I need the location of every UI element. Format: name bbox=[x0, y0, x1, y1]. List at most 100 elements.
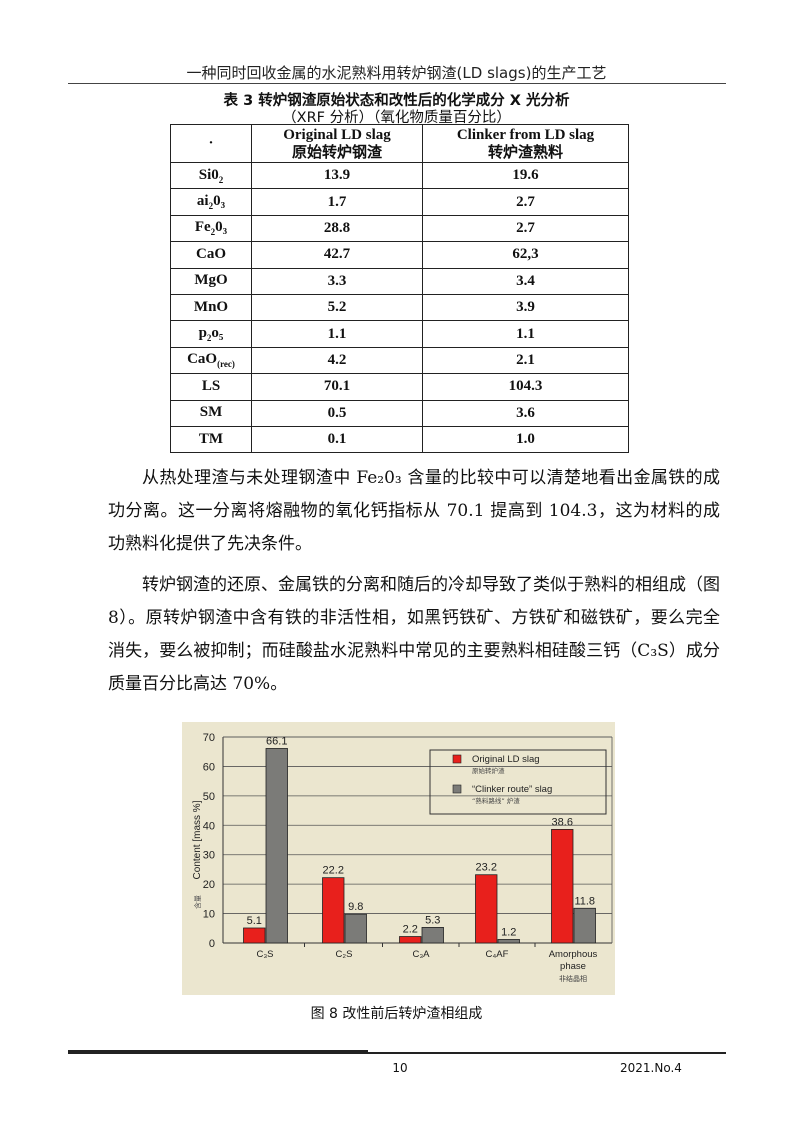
table-row: TM 0.1 1.0 bbox=[170, 425, 629, 454]
y-axis-label-zh: 含量 bbox=[193, 895, 202, 909]
data-label: 38.6 bbox=[552, 816, 573, 828]
data-label: 11.8 bbox=[574, 895, 595, 907]
table-row: ai20₃ 1.7 2.7 bbox=[170, 188, 629, 216]
legend-swatch bbox=[452, 754, 462, 764]
paragraph: 转炉钢渣的还原、金属铁的分离和随后的冷却导致了类似于熟料的相组成（图 8）。原转… bbox=[108, 575, 720, 694]
bar bbox=[265, 748, 288, 944]
table-row: CaO(rec) 4.2 2.1 bbox=[170, 346, 629, 375]
data-label: 2.2 bbox=[403, 924, 418, 936]
original-value: 5.2 bbox=[251, 293, 423, 322]
clinker-value: 104.3 bbox=[422, 373, 629, 401]
y-tick-label: 60 bbox=[203, 761, 215, 773]
bar bbox=[399, 936, 422, 944]
bar bbox=[322, 877, 345, 944]
data-label: 22.2 bbox=[323, 865, 344, 877]
y-tick-label: 10 bbox=[203, 909, 215, 921]
corner-cell: · bbox=[170, 124, 252, 163]
oxide-cell: TM bbox=[170, 425, 252, 454]
oxide-cell: CaO bbox=[170, 241, 252, 269]
data-label: 1.2 bbox=[501, 926, 516, 938]
bar bbox=[421, 927, 444, 944]
original-value: 3.3 bbox=[251, 267, 423, 295]
y-tick-label: 70 bbox=[203, 732, 215, 744]
phase-composition-chart: 0 10 20 30 40 50 60 70 5.1 66.1 C₃S 22.2 9.8 C₂S 2.2 5.… bbox=[182, 722, 615, 995]
table-row: Si02 13.9 19.6 bbox=[170, 161, 629, 190]
oxide-cell: p2o₅ bbox=[170, 320, 252, 348]
y-tick-label: 0 bbox=[209, 938, 215, 950]
data-label: 5.3 bbox=[425, 914, 440, 926]
original-value: 1.1 bbox=[251, 320, 423, 348]
clinker-value: 2.7 bbox=[422, 214, 629, 243]
x-tick-label: Amorphous bbox=[549, 949, 598, 960]
clinker-value: 1.0 bbox=[422, 425, 629, 454]
paragraph: 从热处理渣与未处理钢渣中 Fe₂0₃ 含量的比较中可以清楚地看出金属铁的成功分离… bbox=[108, 468, 720, 554]
table-row: CaO 42.7 62,3 bbox=[170, 241, 629, 269]
table-header-row: · Original LD slag 原始转炉钢渣 Clinker from LD… bbox=[170, 124, 629, 163]
clinker-value: 2.7 bbox=[422, 188, 629, 216]
table-row: LS 70.1 104.3 bbox=[170, 373, 629, 401]
legend-label: Original LD slag bbox=[472, 754, 540, 765]
header-original-en: Original LD slag bbox=[283, 126, 391, 143]
legend-swatch bbox=[452, 784, 462, 794]
legend-label: “Clinker route” slag bbox=[472, 784, 552, 795]
y-tick-label: 50 bbox=[203, 791, 215, 803]
clinker-value: 62,3 bbox=[422, 241, 629, 269]
chart-svg: 0 10 20 30 40 50 60 70 5.1 66.1 C₃S 22.2 9.8 C₂S 2.2 5.… bbox=[192, 732, 613, 983]
header-clinker-en: Clinker from LD slag bbox=[456, 126, 595, 143]
bar bbox=[573, 907, 596, 944]
clinker-value: 3.6 bbox=[422, 399, 629, 427]
bar bbox=[243, 927, 266, 944]
oxide-cell: Fe20₃ bbox=[170, 214, 252, 243]
clinker-value: 3.4 bbox=[422, 267, 629, 295]
oxide-cell: SM bbox=[170, 399, 252, 427]
bar bbox=[551, 829, 574, 944]
header-clinker: Clinker from LD slag 转炉渣熟料 bbox=[422, 124, 629, 163]
clinker-value: 1.1 bbox=[422, 320, 629, 348]
data-label: 9.8 bbox=[348, 901, 363, 913]
original-value: 0.1 bbox=[251, 425, 423, 454]
footer-divider-thick bbox=[68, 1050, 368, 1053]
oxide-cell: LS bbox=[170, 373, 252, 401]
x-tick-label: C₃S bbox=[256, 949, 273, 960]
legend-box bbox=[429, 749, 607, 815]
table-row: SM 0.5 3.6 bbox=[170, 399, 629, 427]
original-value: 13.9 bbox=[251, 161, 423, 190]
table-row: Fe20₃ 28.8 2.7 bbox=[170, 214, 629, 243]
legend-label-zh: “熟料路线” 炉渣 bbox=[472, 796, 520, 805]
header-divider bbox=[68, 83, 726, 84]
oxide-cell: Si02 bbox=[170, 161, 252, 190]
original-value: 0.5 bbox=[251, 399, 423, 427]
bar bbox=[475, 874, 498, 944]
oxide-cell: MnO bbox=[170, 293, 252, 322]
x-tick-label: phase bbox=[560, 961, 586, 972]
y-tick-label: 40 bbox=[203, 820, 215, 832]
original-value: 70.1 bbox=[251, 373, 423, 401]
figure-caption: 图 8 改性前后转炉渣相组成 bbox=[310, 1006, 483, 1022]
header-original-zh: 原始转炉钢渣 bbox=[291, 142, 382, 161]
bar bbox=[344, 913, 367, 944]
clinker-value: 19.6 bbox=[422, 161, 629, 190]
table-row: p2o₅ 1.1 1.1 bbox=[170, 320, 629, 348]
oxide-cell: MgO bbox=[170, 267, 252, 295]
original-value: 4.2 bbox=[251, 346, 423, 375]
oxide-cell: ai20₃ bbox=[170, 188, 252, 216]
x-tick-label: C₃A bbox=[412, 949, 430, 960]
oxide-cell: CaO(rec) bbox=[170, 346, 252, 375]
clinker-value: 2.1 bbox=[422, 346, 629, 375]
original-value: 28.8 bbox=[251, 214, 423, 243]
original-value: 42.7 bbox=[251, 241, 423, 269]
y-axis-label: Content [mass %] bbox=[192, 800, 203, 879]
footer-divider bbox=[68, 1052, 726, 1054]
table-title: 表 3 转炉钢渣原始状态和改性后的化学成分 X 光分析 bbox=[223, 93, 570, 109]
table-row: MnO 5.2 3.9 bbox=[170, 293, 629, 322]
running-header: 一种同时回收金属的水泥熟料用转炉钢渣(LD slags)的生产工艺 bbox=[186, 64, 607, 82]
x-tick-sublabel: 非结晶相 bbox=[559, 974, 587, 983]
issue-number: 2021.No.4 bbox=[620, 1061, 682, 1075]
clinker-value: 3.9 bbox=[422, 293, 629, 322]
data-label: 23.2 bbox=[476, 862, 497, 874]
table-row: MgO 3.3 3.4 bbox=[170, 267, 629, 295]
table-subtitle: （XRF 分析）（氧化物质量百分比） bbox=[282, 110, 511, 126]
header-original: Original LD slag 原始转炉钢渣 bbox=[251, 124, 423, 163]
composition-table: · Original LD slag 原始转炉钢渣 Clinker from LD… bbox=[170, 124, 629, 454]
x-tick-label: C₄AF bbox=[486, 949, 509, 960]
